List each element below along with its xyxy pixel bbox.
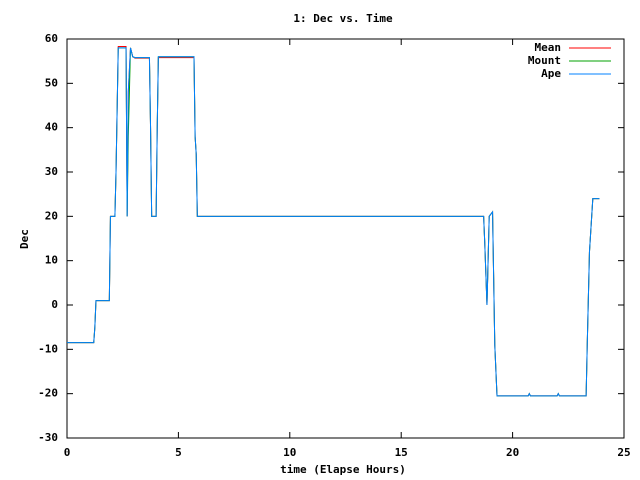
y-tick-label: 50: [45, 76, 58, 89]
x-tick-label: 10: [283, 446, 296, 459]
legend-label: Mount: [528, 54, 561, 67]
y-tick-label: 40: [45, 121, 58, 134]
x-tick-label: 20: [506, 446, 519, 459]
plot-frame: [66, 38, 625, 439]
x-tick-label: 25: [617, 446, 630, 459]
y-axis-label: Dec: [18, 229, 31, 249]
y-tick-label: -30: [38, 431, 58, 444]
y-tick-label: 60: [45, 32, 58, 45]
x-tick-label: 5: [175, 446, 182, 459]
y-tick-label: 30: [45, 165, 58, 178]
y-tick-label: -20: [38, 387, 58, 400]
chart-title: 1: Dec vs. Time: [293, 12, 393, 25]
series-line: [67, 47, 600, 397]
y-tick-label: 20: [45, 209, 58, 222]
x-tick-label: 0: [64, 446, 71, 459]
x-axis-label: time (Elapse Hours): [280, 463, 406, 476]
legend-label: Mean: [535, 41, 562, 54]
y-tick-label: -10: [38, 342, 58, 355]
x-tick-label: 15: [395, 446, 408, 459]
y-tick-label: 10: [45, 254, 58, 267]
legend-label: Ape: [541, 67, 561, 80]
y-tick-label: 0: [51, 298, 58, 311]
